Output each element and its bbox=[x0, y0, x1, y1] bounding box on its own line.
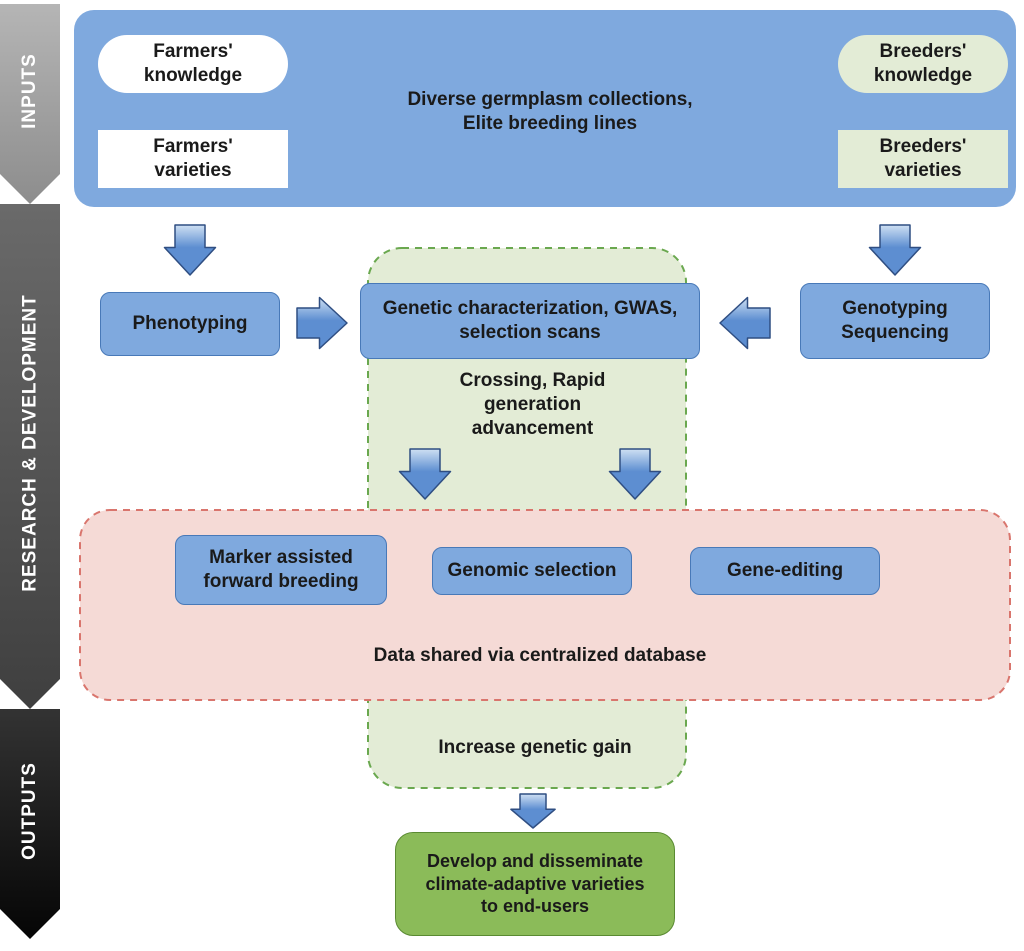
arrow-a4 bbox=[720, 298, 770, 349]
side-label-inputs: INPUTS bbox=[19, 1, 41, 181]
arrow-a3 bbox=[297, 298, 347, 349]
text-crossing_text: Crossing, Rapidgenerationadvancement bbox=[430, 369, 635, 440]
side-label-rnd: RESEARCH & DEVELOPMENT bbox=[19, 201, 41, 686]
text-genetic_gain_text: Increase genetic gain bbox=[430, 736, 640, 760]
arrow-a5 bbox=[400, 449, 451, 499]
text-data_shared_text-label: Data shared via centralized database bbox=[374, 645, 707, 666]
text-genetic_gain_text-label: Increase genetic gain bbox=[438, 737, 631, 758]
diagram-stage: Farmers'knowledgeFarmers'varietiesBreede… bbox=[0, 0, 1024, 951]
arrow-a1 bbox=[165, 225, 216, 275]
text-data_shared_text: Data shared via centralized database bbox=[320, 644, 760, 668]
arrow-a7 bbox=[511, 794, 555, 828]
svg-front-layer bbox=[0, 0, 1024, 951]
text-germplasm_text-label: Diverse germplasm collections,Elite bree… bbox=[407, 89, 692, 134]
side-label-outputs: OUTPUTS bbox=[19, 706, 41, 916]
arrow-a6 bbox=[610, 449, 661, 499]
text-crossing_text-label: Crossing, Rapidgenerationadvancement bbox=[460, 370, 606, 439]
text-germplasm_text: Diverse germplasm collections,Elite bree… bbox=[365, 88, 735, 136]
arrow-a2 bbox=[870, 225, 921, 275]
